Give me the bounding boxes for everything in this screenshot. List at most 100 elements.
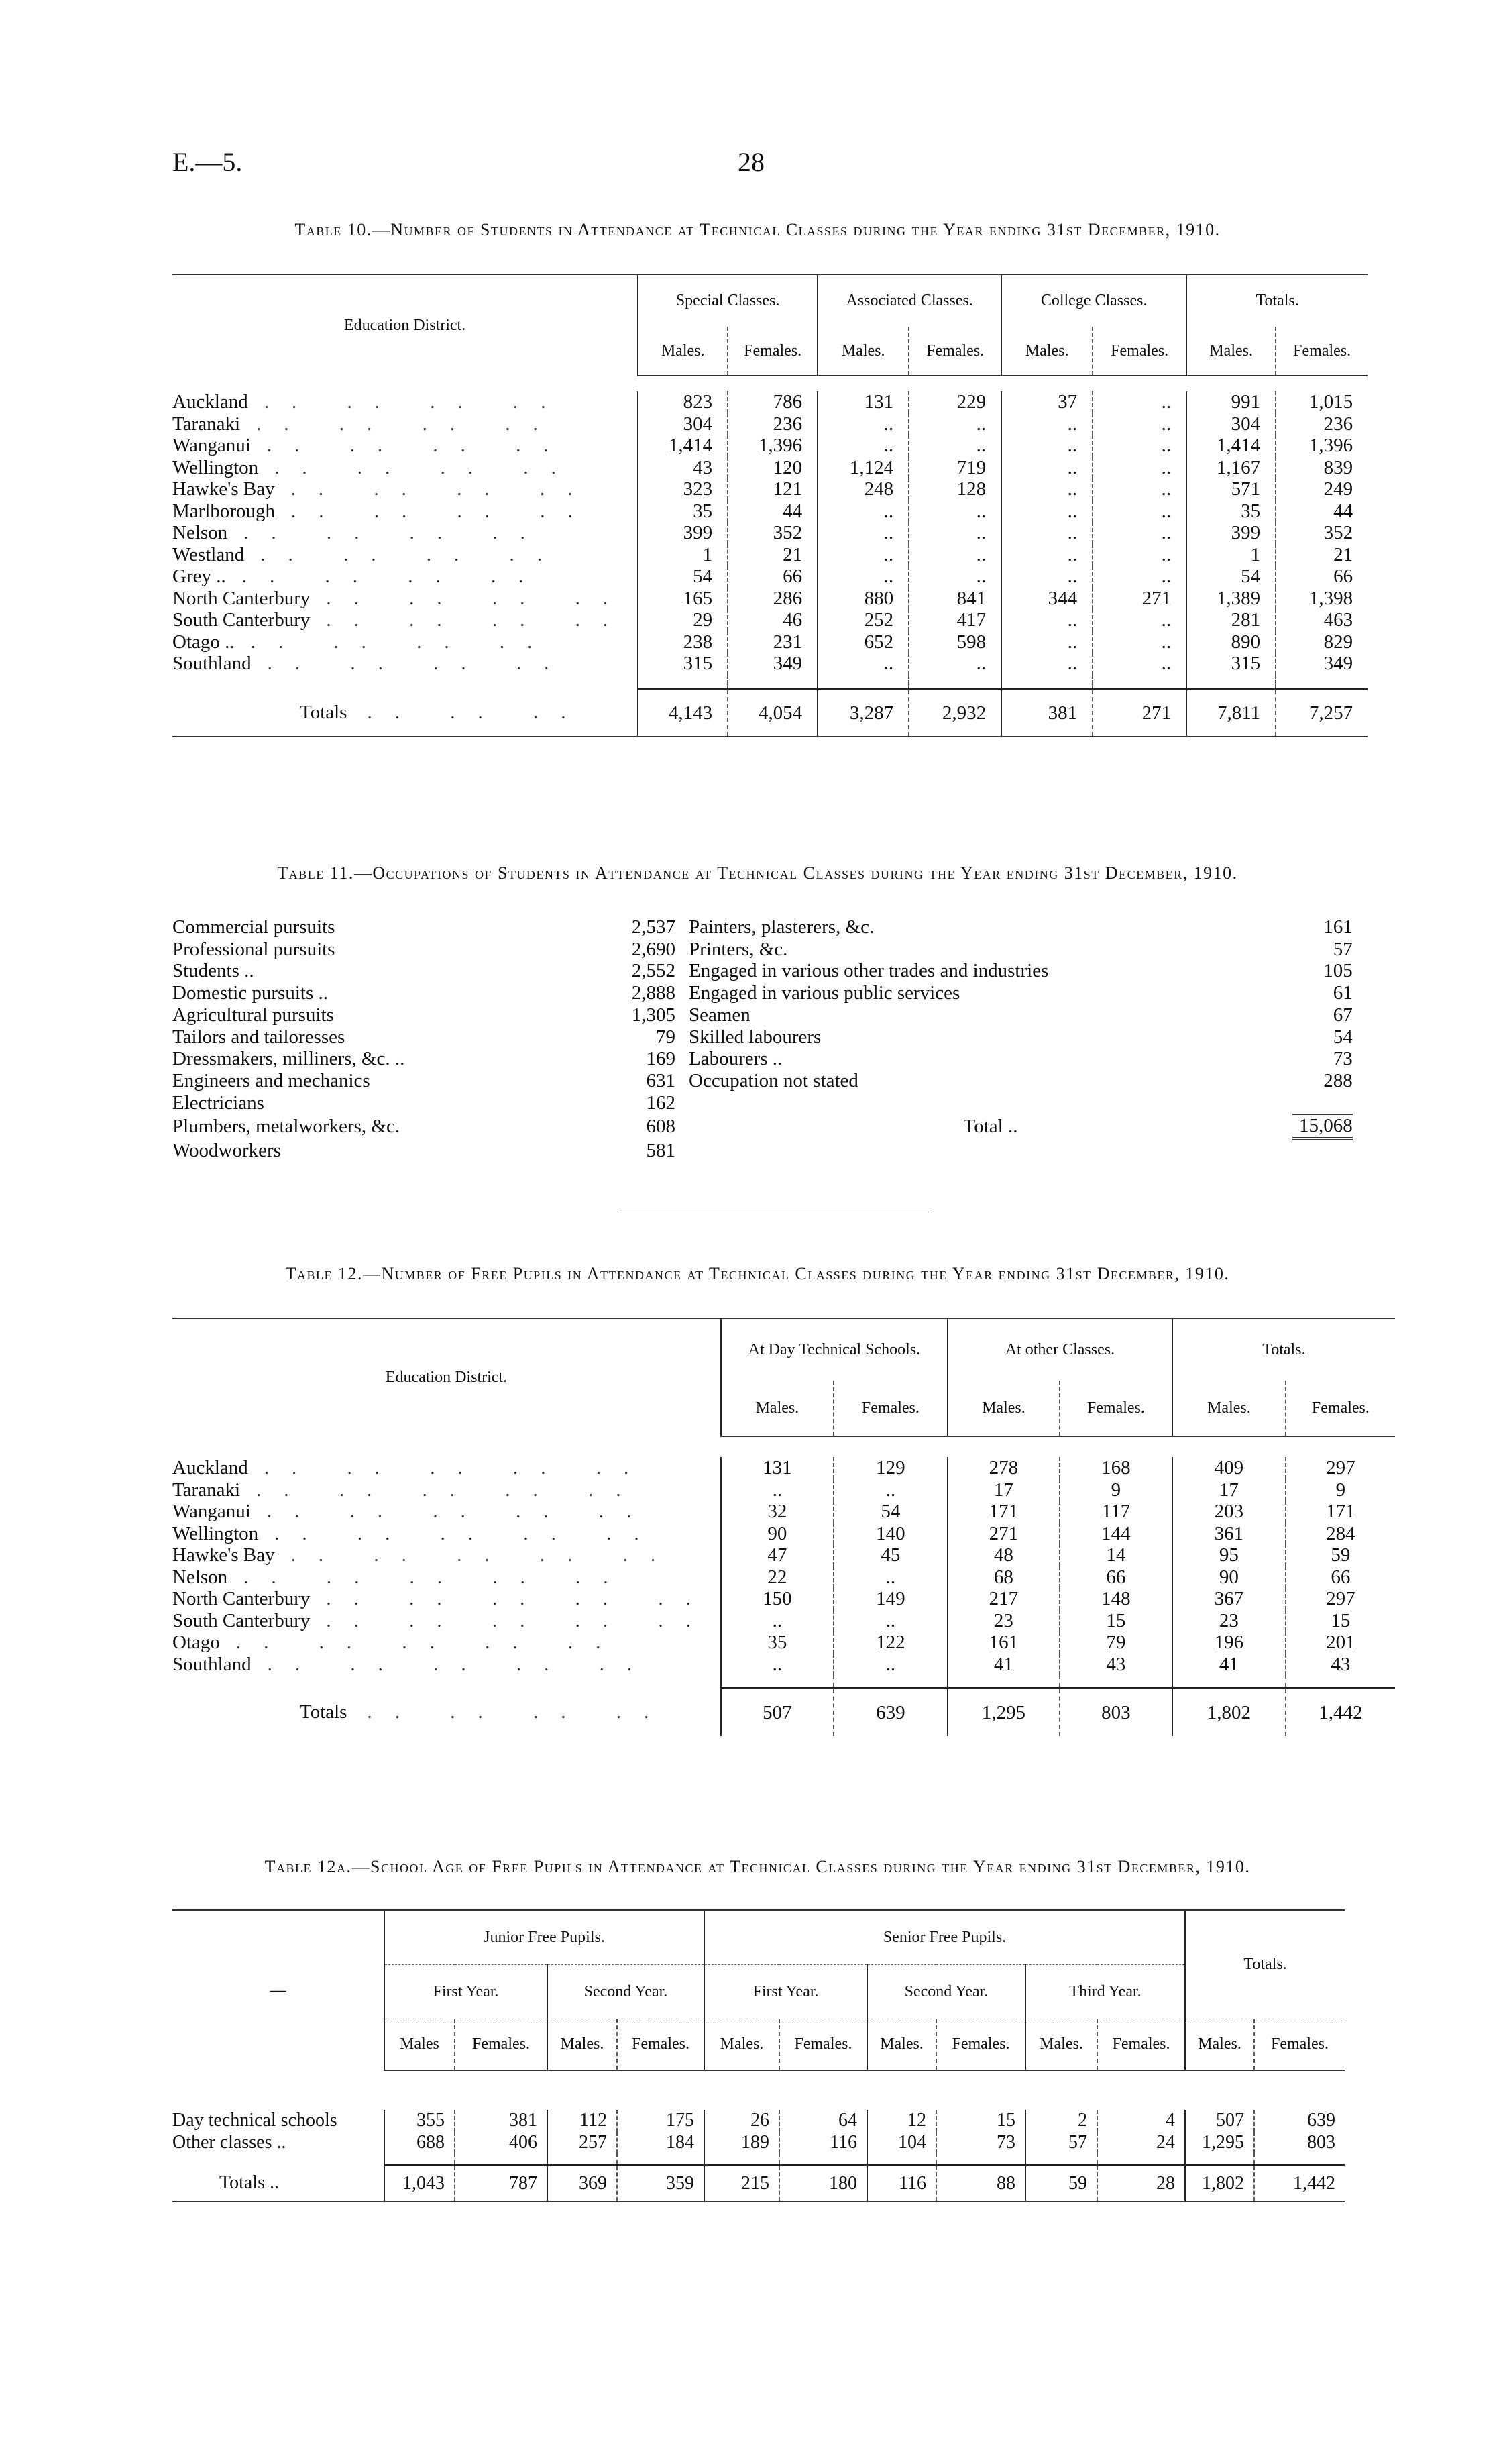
value-cell: 41 <box>1171 1653 1286 1675</box>
value-cell: 140 <box>832 1522 948 1544</box>
value-cell: 286 <box>727 587 818 609</box>
total-cell: 28 <box>1097 2165 1185 2202</box>
value-cell: 24 <box>1097 2131 1185 2153</box>
table-row: Professional pursuits 2,690 Printers, &c. 5… <box>172 939 1353 961</box>
value-cell: 890 <box>1186 631 1276 653</box>
table12-grid: Education District. At Day Technical Scho… <box>172 1317 1395 1736</box>
value-cell: .. <box>1092 566 1187 588</box>
value-cell: 15 <box>936 2110 1025 2132</box>
value-cell: 121 <box>727 478 818 500</box>
row-label: Wellington <box>172 456 259 478</box>
district-cell: Hawke's Bay .. .. .. .. .. <box>172 1544 721 1566</box>
value-cell: 231 <box>727 631 818 653</box>
occupation-label: Occupation not stated <box>689 1070 1292 1092</box>
value-cell: 1,396 <box>727 435 818 457</box>
total-cell: 59 <box>1025 2165 1097 2202</box>
total-cell: 803 <box>1058 1688 1172 1736</box>
row-label: Taranaki <box>172 1479 241 1501</box>
value-cell: 66 <box>1284 1566 1395 1588</box>
value-cell: 571 <box>1186 478 1276 500</box>
value-cell: 21 <box>727 543 818 566</box>
value-cell: .. <box>908 543 1002 566</box>
value-cell: 417 <box>908 609 1002 631</box>
sub-header: Females. <box>1097 2019 1185 2071</box>
value-cell: 201 <box>1284 1631 1395 1654</box>
table-row: Agricultural pursuits 1,305 Seamen 67 <box>172 1004 1353 1026</box>
row-label: Tailors and tailoresses <box>172 1026 345 1048</box>
total-cell: 369 <box>547 2165 617 2202</box>
total-cell: 180 <box>779 2165 867 2202</box>
value-cell: .. <box>720 1479 834 1501</box>
value-cell: 355 <box>384 2110 455 2132</box>
table-row: Nelson.. .. .. .. 399 352........ 399 352 <box>172 522 1368 544</box>
leader-dots: .. .. .. .. <box>250 631 555 653</box>
value-cell: 54 <box>637 566 728 588</box>
value-cell: 639 <box>1253 2110 1345 2132</box>
value-cell: 129 <box>832 1457 948 1479</box>
leader-dots: .. .. .. <box>367 701 589 723</box>
district-cell: Westland .. .. .. .. <box>172 544 638 566</box>
group-header: Associated Classes. <box>817 273 1002 327</box>
value-cell: 323 <box>637 478 728 500</box>
row-label: Students .. <box>172 960 254 982</box>
value-cell: 66 <box>1058 1566 1172 1588</box>
value-cell: 381 <box>454 2110 547 2132</box>
total-cell: 7,257 <box>1275 689 1368 737</box>
table-row: Day technical schools 355 381 112 175 26 64 12 1… <box>172 2110 1345 2132</box>
row-label: Day technical schools <box>172 2110 337 2131</box>
leader-dots: .. .. .. .. <box>326 587 631 609</box>
value-cell: 829 <box>1275 631 1368 653</box>
table-row: Wanganui.. .. .. .. .. 32 54 171 117 203 171 <box>172 1501 1395 1523</box>
table11-title: Table 11.—Occupations of Students in Att… <box>277 863 1238 883</box>
value-cell: 786 <box>727 391 818 413</box>
total-label: Total .. <box>963 1116 1018 1138</box>
occupation-label: Electricians <box>172 1092 568 1115</box>
total-cell: 4,054 <box>727 689 818 737</box>
value-cell: .. <box>908 500 1002 522</box>
year-header: First Year. <box>704 1964 867 2019</box>
total-cell: 271 <box>1092 689 1187 737</box>
value-cell: 236 <box>1275 413 1368 435</box>
value-cell: 361 <box>1171 1522 1286 1544</box>
value-cell: 171 <box>1284 1501 1395 1523</box>
row-label: Southland <box>172 653 252 674</box>
occupation-value: 54 <box>1333 1026 1353 1048</box>
total-cell: 4,143 <box>637 689 728 737</box>
class-type-cell: Day technical schools <box>172 2110 384 2132</box>
value-cell: 217 <box>946 1588 1060 1610</box>
value-cell: 35 <box>637 500 728 522</box>
totals-label: Totals .. <box>172 2165 384 2202</box>
district-cell: Auckland .. .. .. .. <box>172 391 638 413</box>
value-cell: .. <box>817 522 909 544</box>
total-cell: 3,287 <box>817 689 909 737</box>
district-cell: South Canterbury .. .. .. .. .. <box>172 1610 721 1632</box>
table-row: Hawke's Bay.. .. .. .. 323 121 248 128.... 57… <box>172 478 1368 500</box>
table10-grid: Education District. Special Classes. Assoc… <box>172 273 1368 737</box>
total-cell: 639 <box>832 1688 948 1736</box>
stub-header: Education District. <box>172 274 638 376</box>
value-cell: .. <box>1092 631 1187 653</box>
leader-dots: .. .. .. .. <box>267 653 572 674</box>
value-cell: .. <box>1092 435 1187 457</box>
value-cell: 21 <box>1275 543 1368 566</box>
value-cell: .. <box>1092 391 1187 413</box>
value-cell: 284 <box>1284 1522 1395 1544</box>
total-cell: 787 <box>454 2165 547 2202</box>
row-label: Taranaki <box>172 413 241 435</box>
district-cell: Southland .. .. .. .. .. <box>172 1654 721 1676</box>
value-cell: .. <box>817 500 909 522</box>
value-cell: 104 <box>867 2131 936 2153</box>
value-cell: 90 <box>1171 1566 1286 1588</box>
district-cell: Marlborough .. .. .. .. <box>172 500 638 523</box>
district-cell: Grey .. .. .. .. .. <box>172 566 638 588</box>
value-cell: .. <box>817 435 909 457</box>
value-cell: .. <box>1092 543 1187 566</box>
occupation-value: 105 <box>1323 960 1353 982</box>
value-cell: 991 <box>1186 391 1276 413</box>
sub-header: Females. <box>454 2019 547 2071</box>
leader-dots: .. .. .. .. .. <box>243 1566 631 1588</box>
value-cell: .. <box>1092 413 1187 435</box>
occupation-label: Tailors and tailoresses <box>172 1026 568 1049</box>
value-cell: 149 <box>832 1588 948 1610</box>
occupation-label: Labourers .. <box>689 1048 1292 1070</box>
